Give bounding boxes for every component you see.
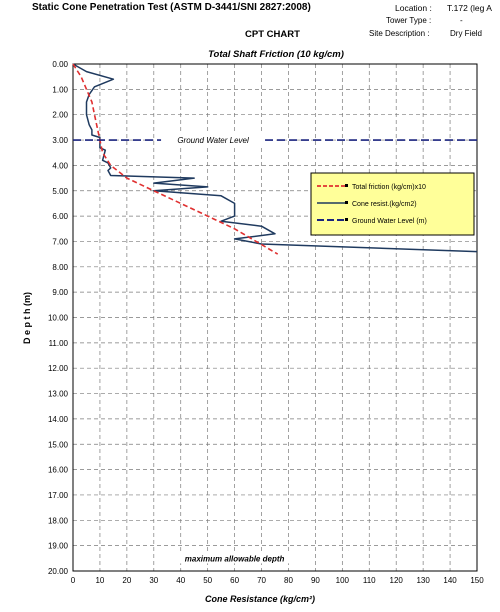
legend: Total friction (kg/cm)x10 Cone resist.(kg… xyxy=(310,172,475,236)
x-tick-label: 0 xyxy=(71,576,76,585)
x-tick-label: 50 xyxy=(203,576,212,585)
y-tick-label: 19.00 xyxy=(48,542,69,551)
y-tick-label: 14.00 xyxy=(48,415,69,424)
x-tick-label: 40 xyxy=(176,576,185,585)
plot-frame xyxy=(72,63,478,572)
annotation-bg xyxy=(161,133,266,146)
location-value: T.172 (leg A xyxy=(447,3,492,13)
max-depth-label: maximum allowable depth xyxy=(185,554,285,563)
y-tick-label: 4.00 xyxy=(52,161,68,170)
legend-marker xyxy=(345,201,348,204)
y-tick-label: 3.00 xyxy=(52,136,68,145)
annotations: Ground Water Level maximum allowable dept… xyxy=(159,133,310,564)
annotation-bg xyxy=(159,551,310,564)
x-tick-label: 80 xyxy=(284,576,293,585)
x-tick-label: 140 xyxy=(443,576,457,585)
y-tick-label: 6.00 xyxy=(52,212,68,221)
legend-label: Cone resist.(kg/cm2) xyxy=(352,201,417,208)
y-tick-label: 5.00 xyxy=(52,187,68,196)
x-tick-label: 100 xyxy=(336,576,350,585)
total-friction-line xyxy=(72,63,279,255)
legend-marker xyxy=(345,218,348,221)
y-tick-label: 2.00 xyxy=(52,111,68,120)
legend-label: Total friction (kg/cm)x10 xyxy=(352,184,426,191)
ground-water-label: Ground Water Level xyxy=(177,136,249,145)
x-tick-label: 20 xyxy=(122,576,131,585)
y-tick-label: 0.00 xyxy=(52,60,68,69)
series xyxy=(72,63,478,255)
y-tick-label: 15.00 xyxy=(48,440,69,449)
legend-marker xyxy=(345,184,348,187)
y-tick-label: 10.00 xyxy=(48,314,69,323)
legend-label: Ground Water Level (m) xyxy=(352,218,427,225)
report-title: Static Cone Penetration Test (ASTM D-344… xyxy=(32,2,311,13)
x-tick-label: 10 xyxy=(95,576,104,585)
x-tick-label: 130 xyxy=(416,576,430,585)
x-tick-label: 110 xyxy=(363,576,376,585)
y-tick-label: 17.00 xyxy=(48,491,69,500)
x-tick-label: 120 xyxy=(390,576,404,585)
x-tick-label: 90 xyxy=(311,576,320,585)
y-tick-label: 13.00 xyxy=(48,390,69,399)
tower-type-value: - xyxy=(460,16,463,25)
x-tick-label: 60 xyxy=(230,576,239,585)
x-axis-label: Cone Resistance (kg/cm²) xyxy=(205,594,315,604)
site-description-label: Site Description : xyxy=(369,29,430,38)
x-tick-label: 30 xyxy=(149,576,158,585)
y-tick-label: 16.00 xyxy=(48,466,69,475)
y-tick-label: 7.00 xyxy=(52,237,68,246)
y-tick-label: 20.00 xyxy=(48,567,69,576)
x-tick-label: 70 xyxy=(257,576,266,585)
y-tick-label: 1.00 xyxy=(52,85,68,94)
y-tick-label: 12.00 xyxy=(48,364,69,373)
chart-heading: CPT CHART xyxy=(245,29,300,40)
y-axis-label: D e p t h (m) xyxy=(22,292,32,344)
y-tick-label: 11.00 xyxy=(49,339,69,348)
axis-ticks: 0 10 20 30 40 50 60 70 80 90 100 110 120 130 140 150 0.0… xyxy=(48,60,484,585)
chart-top-title: Total Shaft Friction (10 kg/cm) xyxy=(208,49,344,60)
y-tick-label: 8.00 xyxy=(52,263,68,272)
cone-resistance-line xyxy=(72,63,478,253)
x-tick-label: 150 xyxy=(470,576,484,585)
y-tick-label: 18.00 xyxy=(48,516,69,525)
y-tick-label: 9.00 xyxy=(52,288,68,297)
site-description-value: Dry Field xyxy=(450,29,483,38)
location-label: Location : xyxy=(395,3,432,13)
tower-type-label: Tower Type : xyxy=(386,16,432,25)
legend-box xyxy=(310,172,475,236)
